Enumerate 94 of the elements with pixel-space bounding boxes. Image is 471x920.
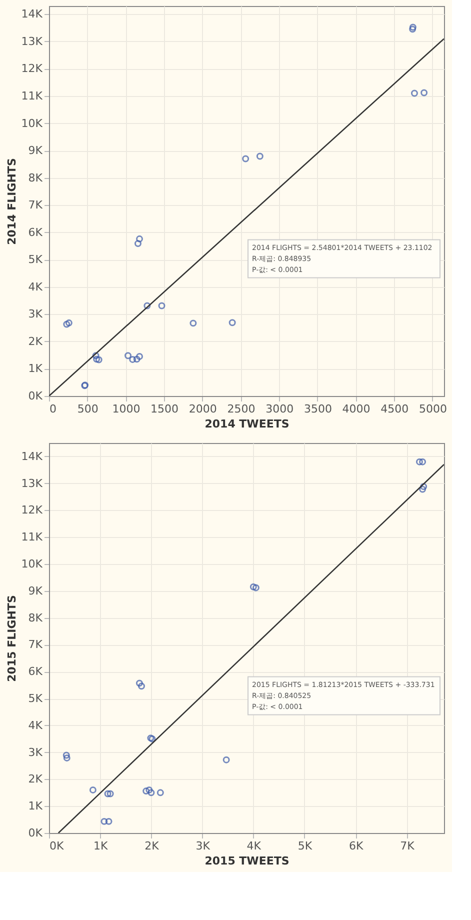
point bbox=[146, 786, 153, 794]
point bbox=[144, 302, 151, 310]
point bbox=[222, 756, 230, 764]
point bbox=[63, 754, 70, 762]
point bbox=[138, 682, 145, 690]
y-tick-label: 12K bbox=[21, 504, 44, 517]
point bbox=[100, 818, 108, 825]
y-tick-label: 5K bbox=[28, 692, 44, 706]
point bbox=[89, 786, 96, 794]
x-tick-label: 3K bbox=[196, 840, 211, 852]
point bbox=[252, 584, 260, 592]
y-tick-label: 7K bbox=[28, 198, 44, 212]
y-tick-label: 2K bbox=[28, 772, 44, 786]
y-tick-label: 5K bbox=[28, 253, 44, 266]
y-tick-label: 9K bbox=[28, 144, 44, 158]
x-tick-label: 1500 bbox=[150, 402, 179, 416]
point bbox=[62, 752, 70, 759]
x-tick-label: 6K bbox=[348, 840, 364, 852]
x-tick-label: 0 bbox=[50, 402, 56, 416]
x-tick-label: 0K bbox=[50, 840, 64, 852]
y-axis-title: 2014 FLIGHTS bbox=[5, 158, 18, 245]
point bbox=[416, 458, 423, 466]
y-tick-label: 13K bbox=[21, 34, 44, 48]
point bbox=[419, 458, 426, 466]
point bbox=[156, 789, 164, 796]
y-tick-label: 3K bbox=[28, 308, 44, 321]
y-tick-label: 6K bbox=[28, 665, 44, 678]
y-tick-label: 4K bbox=[28, 718, 44, 732]
y-tick-label: 2K bbox=[28, 334, 44, 348]
point bbox=[105, 818, 112, 825]
point bbox=[228, 319, 236, 326]
point bbox=[124, 352, 132, 360]
y-tick-label: 14K bbox=[21, 8, 44, 21]
y-tick-label: 13K bbox=[21, 476, 44, 490]
point bbox=[134, 240, 142, 248]
y-tick-label: 10K bbox=[21, 558, 44, 571]
y-tick-label: 11K bbox=[21, 90, 44, 102]
point bbox=[256, 152, 264, 160]
x-tick-label: 2500 bbox=[227, 402, 256, 416]
x-axis-title: 2015 TWEETS bbox=[204, 854, 290, 868]
x-tick-label: 2000 bbox=[188, 402, 217, 416]
x-tick-label: 1000 bbox=[112, 402, 140, 416]
point bbox=[409, 26, 416, 33]
x-tick-label: 4500 bbox=[380, 402, 409, 416]
x-tick-label: 3500 bbox=[304, 402, 332, 416]
point bbox=[148, 789, 155, 796]
y-tick-label: 12K bbox=[21, 62, 44, 76]
y-tick-label: 1K bbox=[28, 362, 44, 376]
point bbox=[420, 89, 428, 96]
point bbox=[95, 356, 102, 364]
point bbox=[133, 356, 140, 363]
y-axis-title: 2015 FLIGHTS bbox=[5, 595, 18, 682]
x-tick-label: 500 bbox=[77, 402, 98, 416]
y-tick-label: 0K bbox=[28, 390, 44, 402]
x-tick-label: 1K bbox=[93, 840, 108, 852]
point bbox=[92, 352, 100, 360]
point bbox=[129, 356, 136, 363]
point bbox=[136, 235, 143, 242]
y-tick-label: 9K bbox=[28, 584, 44, 598]
point bbox=[410, 90, 418, 97]
x-tick-label: 4000 bbox=[342, 402, 370, 416]
point bbox=[65, 319, 72, 326]
point bbox=[136, 680, 143, 687]
point bbox=[419, 486, 426, 493]
point bbox=[190, 320, 197, 327]
y-tick-label: 8K bbox=[28, 171, 44, 184]
point bbox=[106, 790, 114, 798]
y-tick-label: 6K bbox=[28, 226, 44, 239]
x-tick-label: 2K bbox=[144, 840, 160, 852]
y-tick-label: 3K bbox=[28, 746, 44, 759]
x-tick-label: 5000 bbox=[418, 402, 447, 416]
y-tick-label: 1K bbox=[28, 800, 44, 813]
x-tick-label: 3000 bbox=[266, 402, 294, 416]
x-tick-label: 5K bbox=[298, 840, 313, 852]
y-tick-label: 7K bbox=[28, 638, 44, 652]
x-tick-label: 7K bbox=[400, 840, 416, 852]
y-tick-label: 4K bbox=[28, 280, 44, 294]
point bbox=[63, 320, 70, 328]
point bbox=[250, 583, 257, 590]
y-tick-label: 11K bbox=[21, 530, 44, 544]
point bbox=[104, 790, 112, 798]
point bbox=[420, 483, 428, 490]
point bbox=[409, 24, 416, 31]
y-tick-label: 0K bbox=[28, 826, 44, 840]
point bbox=[158, 302, 166, 310]
point bbox=[242, 155, 250, 162]
y-tick-label: 10K bbox=[21, 116, 44, 130]
x-tick-label: 4K bbox=[246, 840, 262, 852]
x-axis-title: 2014 TWEETS bbox=[204, 418, 290, 430]
point bbox=[142, 788, 150, 795]
point bbox=[93, 356, 100, 363]
y-tick-label: 14K bbox=[21, 450, 44, 463]
y-tick-label: 8K bbox=[28, 611, 44, 624]
point bbox=[136, 352, 143, 360]
